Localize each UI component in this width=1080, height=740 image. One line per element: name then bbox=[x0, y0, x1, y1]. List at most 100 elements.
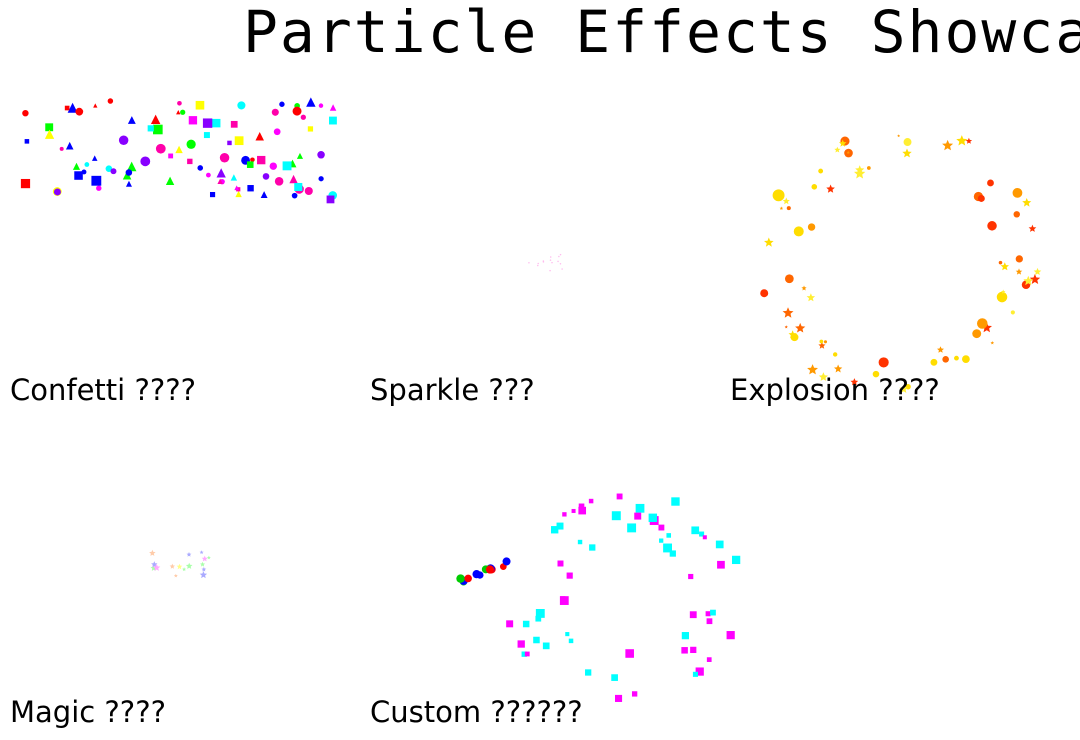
particle bbox=[186, 552, 192, 557]
particle bbox=[207, 555, 211, 560]
particle bbox=[217, 178, 223, 185]
particle bbox=[235, 190, 242, 198]
particle bbox=[987, 179, 994, 187]
particle bbox=[279, 101, 285, 107]
particle bbox=[578, 503, 585, 510]
particle bbox=[180, 109, 186, 115]
particle bbox=[954, 355, 959, 361]
particle bbox=[203, 132, 210, 139]
particle bbox=[588, 498, 594, 504]
particle bbox=[834, 146, 841, 153]
particles bbox=[20, 97, 1042, 702]
particle bbox=[168, 153, 174, 159]
particle bbox=[533, 636, 540, 644]
particle bbox=[695, 667, 704, 676]
title: Particle Effects Showcase bbox=[243, 0, 1080, 66]
particle bbox=[1013, 211, 1020, 218]
particle bbox=[1028, 224, 1037, 232]
particle bbox=[255, 131, 264, 141]
particle bbox=[611, 674, 618, 681]
particle bbox=[559, 263, 562, 265]
particle bbox=[269, 162, 278, 170]
particle bbox=[834, 364, 843, 373]
particle bbox=[801, 285, 807, 291]
particle bbox=[74, 171, 83, 180]
particle bbox=[199, 571, 208, 579]
particle bbox=[1022, 198, 1032, 207]
particle bbox=[234, 185, 240, 191]
particle bbox=[846, 150, 850, 154]
particle bbox=[631, 691, 638, 697]
particle bbox=[187, 158, 193, 165]
particle bbox=[562, 512, 567, 517]
particle bbox=[182, 567, 187, 572]
particle bbox=[568, 638, 574, 644]
particle bbox=[1015, 255, 1023, 263]
particle bbox=[329, 116, 337, 125]
particle bbox=[625, 649, 634, 658]
particle bbox=[306, 97, 316, 107]
particle bbox=[91, 175, 102, 186]
particle bbox=[611, 511, 621, 521]
particle bbox=[456, 574, 465, 583]
particle bbox=[897, 134, 901, 138]
particle bbox=[59, 146, 64, 151]
particle bbox=[140, 156, 151, 167]
particle bbox=[186, 139, 196, 149]
particle bbox=[826, 184, 835, 193]
particle bbox=[839, 139, 847, 147]
particle bbox=[705, 611, 711, 617]
particle bbox=[811, 184, 818, 190]
particle bbox=[53, 188, 61, 196]
particle bbox=[107, 98, 114, 104]
particle bbox=[84, 162, 90, 167]
particle bbox=[663, 543, 672, 553]
particle bbox=[230, 174, 238, 181]
panel-label: Sparkle ??? bbox=[370, 373, 535, 407]
particle bbox=[175, 145, 183, 154]
particle bbox=[659, 538, 664, 543]
particle bbox=[715, 540, 724, 549]
particle bbox=[274, 177, 284, 186]
particle bbox=[669, 550, 676, 557]
particle bbox=[726, 631, 735, 640]
particle bbox=[149, 549, 156, 556]
particle bbox=[818, 168, 824, 174]
particle bbox=[1029, 274, 1041, 284]
particle bbox=[559, 253, 562, 256]
particle bbox=[247, 185, 254, 192]
particle bbox=[294, 182, 303, 192]
particle bbox=[105, 165, 113, 172]
panel-label: Explosion ???? bbox=[730, 373, 940, 407]
particle bbox=[764, 237, 774, 247]
particle bbox=[93, 103, 98, 108]
particle bbox=[981, 322, 992, 333]
particle bbox=[549, 259, 552, 261]
particle bbox=[558, 255, 560, 258]
particle bbox=[67, 102, 78, 113]
particle bbox=[472, 570, 481, 579]
particle bbox=[972, 329, 982, 339]
particle bbox=[521, 651, 527, 657]
particle bbox=[866, 166, 871, 170]
particle bbox=[485, 565, 495, 574]
particle bbox=[784, 274, 794, 284]
particle bbox=[542, 642, 550, 650]
particle bbox=[658, 524, 665, 531]
particle bbox=[717, 560, 725, 569]
particle bbox=[125, 180, 132, 187]
particle bbox=[699, 531, 705, 537]
particle bbox=[292, 106, 302, 116]
particle bbox=[522, 620, 530, 628]
particle bbox=[560, 596, 566, 602]
particle bbox=[818, 341, 826, 349]
particle bbox=[878, 357, 889, 368]
particle bbox=[206, 172, 211, 178]
particle bbox=[118, 135, 129, 145]
particle bbox=[779, 206, 784, 210]
particle bbox=[832, 352, 838, 357]
particle bbox=[616, 493, 623, 500]
particle bbox=[147, 125, 154, 132]
particle bbox=[273, 128, 281, 136]
particle bbox=[211, 118, 221, 128]
